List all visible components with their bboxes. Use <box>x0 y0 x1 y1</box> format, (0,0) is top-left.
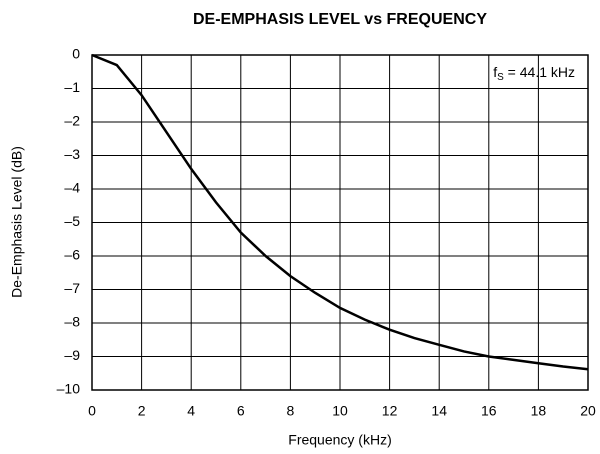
x-tick-label: 14 <box>431 403 447 419</box>
x-tick-label: 18 <box>531 403 547 419</box>
x-tick-label: 16 <box>481 403 497 419</box>
y-tick-label: –4 <box>64 180 80 196</box>
y-tick-label: –7 <box>64 280 80 296</box>
y-tick-label: –3 <box>64 146 80 162</box>
x-tick-label: 12 <box>382 403 398 419</box>
y-tick-label: –1 <box>64 79 80 95</box>
y-tick-label: –8 <box>64 314 80 330</box>
line-series <box>91 53 589 371</box>
plot-frame <box>91 54 589 391</box>
x-tick-label: 20 <box>580 403 596 419</box>
annotation-sub: S <box>497 72 504 83</box>
annotation-rest: = 44.1 kHz <box>504 64 575 80</box>
y-tick-label: –9 <box>64 347 80 363</box>
x-axis-label: Frequency (kHz) <box>288 432 391 448</box>
x-tick-label: 10 <box>332 403 348 419</box>
x-tick-label: 2 <box>138 403 146 419</box>
x-tick-label: 6 <box>237 403 245 419</box>
x-tick-label: 4 <box>187 403 195 419</box>
x-tick-label: 8 <box>287 403 295 419</box>
y-tick-label: 0 <box>72 46 80 62</box>
x-tick-label: 0 <box>88 403 96 419</box>
annotation-main: f <box>493 64 497 80</box>
y-tick-label: –2 <box>64 113 80 129</box>
y-tick-label: –6 <box>64 247 80 263</box>
y-tick-label: –5 <box>64 213 80 229</box>
chart-title: DE-EMPHASIS LEVEL vs FREQUENCY <box>193 11 487 28</box>
y-axis-label: De-Emphasis Level (dB) <box>9 146 25 298</box>
annotation: fS = 44.1 kHz <box>493 64 575 83</box>
y-tick-label: –10 <box>57 381 81 397</box>
